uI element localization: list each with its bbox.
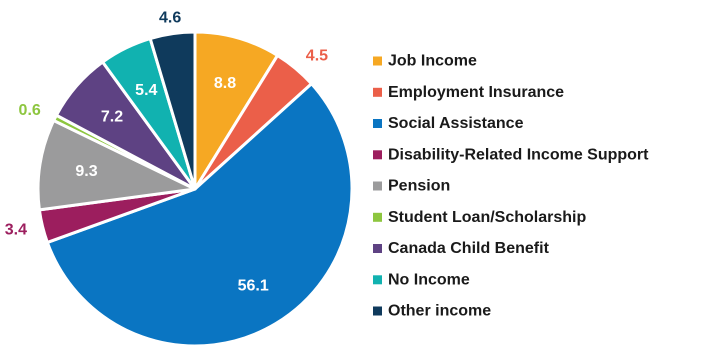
legend-label-student-loan-scholarship: Student Loan/Scholarship <box>388 209 586 226</box>
legend-label-no-income: No Income <box>388 271 470 288</box>
legend-swatch-no-income <box>373 275 382 285</box>
legend-label-disability-related-income-support: Disability-Related Income Support <box>388 146 649 163</box>
legend: Job Income Employment Insurance Social Ass… <box>373 53 649 320</box>
value-label-social-assistance: 56.1 <box>238 277 269 294</box>
legend-swatch-disability-related-income-support <box>373 150 382 160</box>
pie-slice-job-income <box>193 30 280 191</box>
legend-swatch-job-income <box>373 56 382 66</box>
value-label-pension: 9.3 <box>75 163 97 180</box>
legend-swatch-student-loan-scholarship <box>373 212 382 222</box>
pie-value-labels: 8.8 4.5 56.1 3.4 9.3 0.6 7.2 5.4 4.6 <box>5 9 328 294</box>
legend-swatch-canada-child-benefit <box>373 244 382 253</box>
legend-label-other-income: Other income <box>388 303 491 320</box>
pie-slice-other-income <box>148 30 197 191</box>
legend-label-job-income: Job Income <box>388 53 477 70</box>
value-label-job-income: 8.8 <box>214 75 236 92</box>
legend-swatch-other-income <box>373 306 382 316</box>
legend-label-employment-insurance: Employment Insurance <box>388 84 564 101</box>
legend-swatch-pension <box>373 181 382 191</box>
pie-slice-social-assistance <box>45 82 354 347</box>
legend-label-social-assistance: Social Assistance <box>388 115 524 132</box>
pie-slice-pension <box>36 119 197 212</box>
value-label-employment-insurance: 4.5 <box>306 48 328 65</box>
legend-label-pension: Pension <box>388 178 450 195</box>
legend-swatch-social-assistance <box>373 119 382 128</box>
value-label-disability-related-income-support: 3.4 <box>5 222 27 239</box>
value-label-canada-child-benefit: 7.2 <box>101 108 123 125</box>
legend-swatch-employment-insurance <box>373 87 382 97</box>
pie-slices <box>36 30 354 347</box>
value-label-student-loan-scholarship: 0.6 <box>19 102 41 119</box>
value-label-other-income: 4.6 <box>159 9 181 26</box>
value-label-no-income: 5.4 <box>135 82 157 99</box>
legend-label-canada-child-benefit: Canada Child Benefit <box>388 240 550 257</box>
